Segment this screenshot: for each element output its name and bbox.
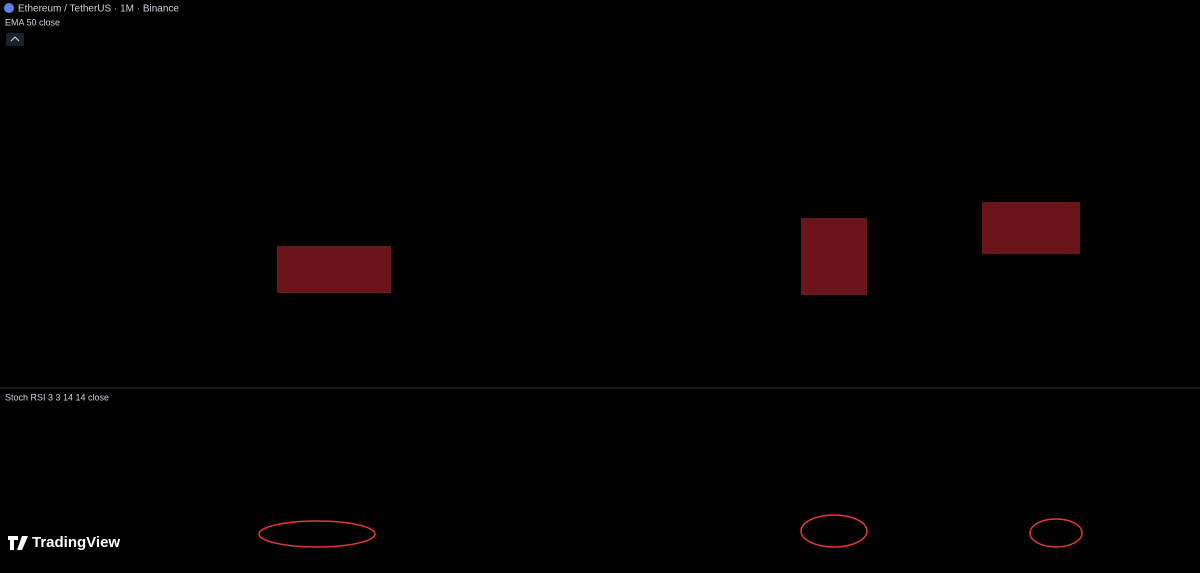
indicator-label: EMA 50 close xyxy=(5,17,60,27)
brand-icon xyxy=(8,536,28,550)
collapse-button[interactable] xyxy=(6,33,24,46)
highlight-ellipse xyxy=(1029,518,1083,548)
highlight-box xyxy=(982,202,1080,254)
indicator-label: Stoch RSI 3 3 14 14 close xyxy=(5,392,109,402)
brand: TradingView xyxy=(32,534,120,551)
chevron xyxy=(10,36,20,42)
highlight-ellipse xyxy=(258,520,376,548)
highlight-ellipse xyxy=(800,514,868,548)
coin-icon xyxy=(4,3,14,13)
chart-title: Ethereum / TetherUS · 1M · Binance xyxy=(18,4,179,15)
highlight-box xyxy=(277,246,391,293)
highlight-box xyxy=(801,218,867,295)
